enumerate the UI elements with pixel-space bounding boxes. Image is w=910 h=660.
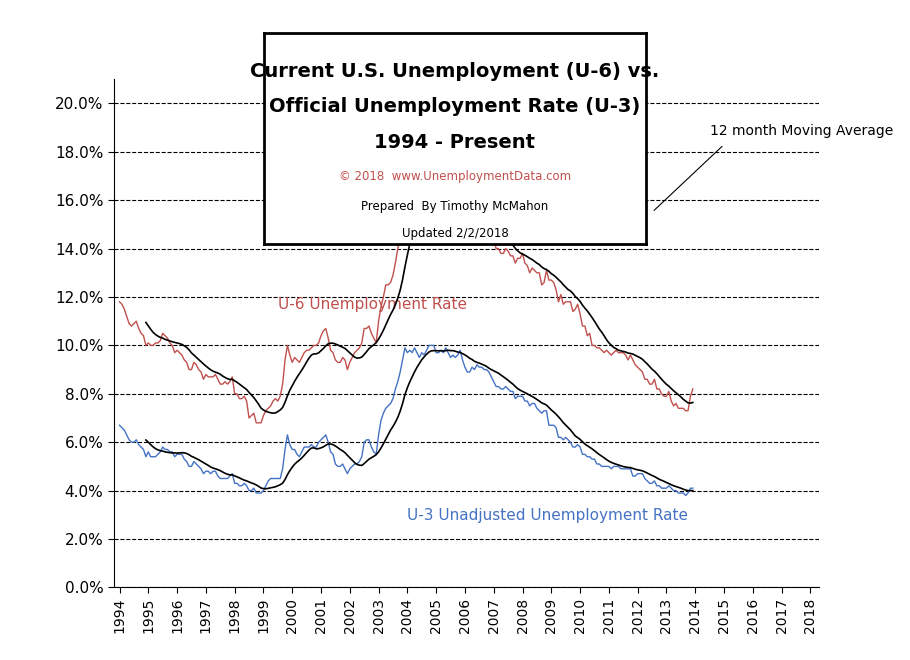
Text: Updated 2/2/2018: Updated 2/2/2018 (401, 227, 509, 240)
Text: U-6 Unemployment Rate: U-6 Unemployment Rate (278, 297, 467, 312)
Text: 12 month Moving Average: 12 month Moving Average (710, 124, 893, 138)
Text: U-3 Unadjusted Unemployment Rate: U-3 Unadjusted Unemployment Rate (408, 508, 688, 523)
Text: Current U.S. Unemployment (U-6) vs.: Current U.S. Unemployment (U-6) vs. (250, 61, 660, 81)
Text: 1994 - Present: 1994 - Present (375, 133, 535, 152)
Text: Prepared  By Timothy McMahon: Prepared By Timothy McMahon (361, 200, 549, 213)
Text: © 2018  www.UnemploymentData.com: © 2018 www.UnemploymentData.com (339, 170, 571, 183)
Text: Official Unemployment Rate (U-3): Official Unemployment Rate (U-3) (269, 98, 641, 116)
